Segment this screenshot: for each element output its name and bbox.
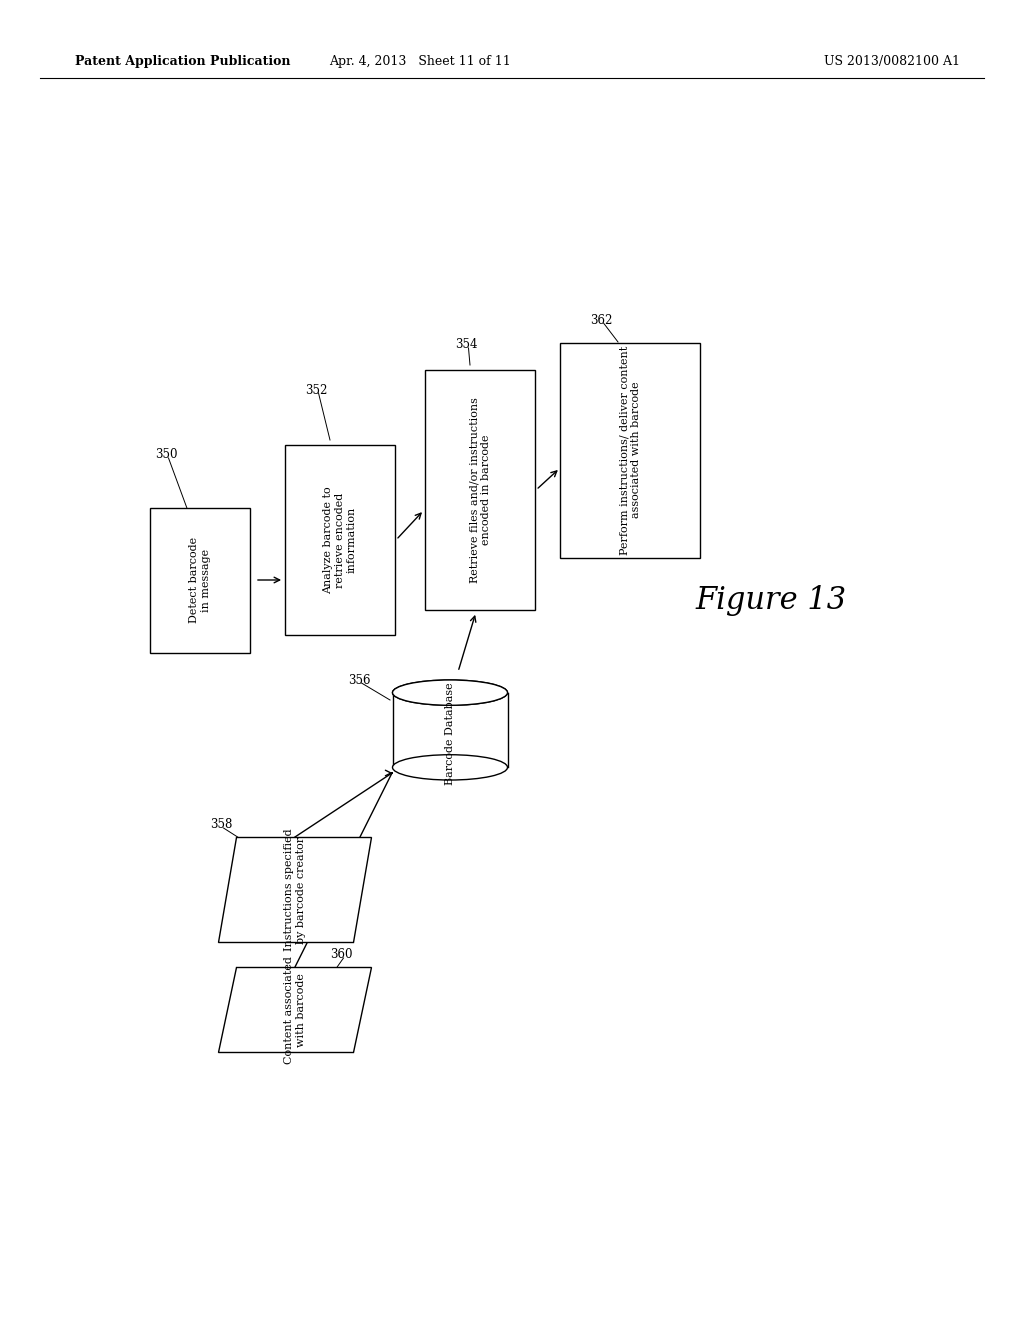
Polygon shape [218,837,372,942]
Bar [150,507,250,652]
Text: Content associated
with barcode: Content associated with barcode [285,956,306,1064]
Text: 362: 362 [590,314,612,326]
Text: Instructions specified
by barcode creator: Instructions specified by barcode creato… [285,829,306,952]
Bar [560,342,700,557]
Text: 352: 352 [305,384,328,396]
Ellipse shape [392,755,508,780]
Text: Detect barcode
in message: Detect barcode in message [189,537,211,623]
Text: 354: 354 [455,338,477,351]
Text: Patent Application Publication: Patent Application Publication [75,55,291,69]
Bar [425,370,535,610]
Text: Perform instructions/ deliver content
associated with barcode: Perform instructions/ deliver content as… [620,346,641,554]
Text: 360: 360 [330,949,352,961]
Text: 358: 358 [210,818,232,832]
Text: Figure 13: Figure 13 [695,585,846,615]
Text: 350: 350 [155,449,177,462]
Text: US 2013/0082100 A1: US 2013/0082100 A1 [824,55,961,69]
Bar [285,445,395,635]
Text: Barcode Database: Barcode Database [445,682,455,785]
Text: Analyze barcode to
retrieve encoded
information: Analyze barcode to retrieve encoded info… [324,486,356,594]
Polygon shape [218,968,372,1052]
Text: 356: 356 [348,673,371,686]
Bar [392,693,508,767]
Ellipse shape [392,680,508,705]
Text: Retrieve files and/or instructions
encoded in barcode: Retrieve files and/or instructions encod… [469,397,490,583]
Ellipse shape [392,680,508,705]
Text: Apr. 4, 2013   Sheet 11 of 11: Apr. 4, 2013 Sheet 11 of 11 [329,55,511,69]
